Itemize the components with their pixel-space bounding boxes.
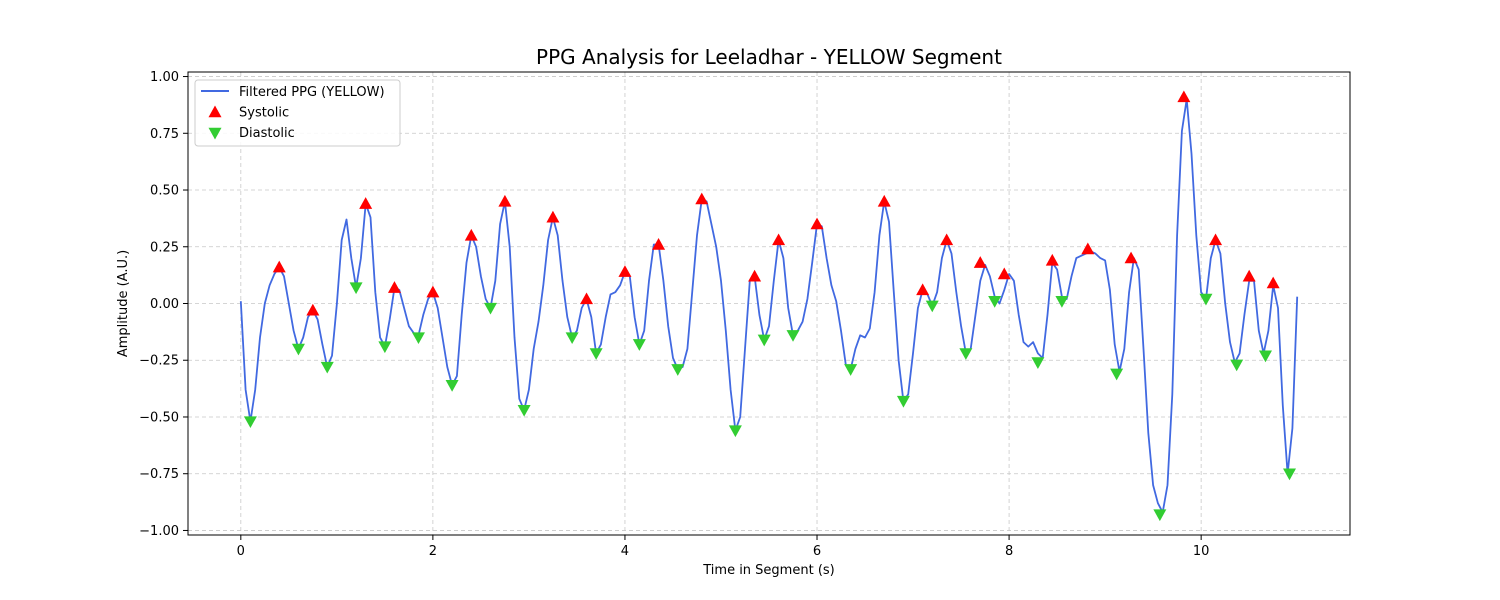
y-tick-label: 0.75 [150, 127, 179, 142]
systolic-point [498, 194, 512, 207]
systolic-point [618, 265, 632, 277]
x-tick-label: 4 [621, 544, 629, 559]
ppg-signal-line [239, 98, 1299, 514]
diastolic-point [671, 364, 685, 376]
diastolic-point [1282, 468, 1296, 481]
systolic-point [973, 256, 987, 268]
legend-label-filtered-ppg: Filtered PPG (YELLOW) [239, 85, 385, 100]
diastolic-point [291, 343, 305, 356]
systolic-point [877, 194, 891, 207]
systolic-point [1045, 253, 1059, 266]
systolic-point [1242, 269, 1256, 282]
systolic-point [810, 217, 824, 230]
chart-title: PPG Analysis for Leeladhar - YELLOW Segm… [536, 45, 1002, 69]
systolic-point [359, 197, 373, 209]
systolic-point [546, 210, 560, 223]
systolic-point [464, 228, 478, 241]
x-axis-label: Time in Segment (s) [702, 563, 834, 578]
y-tick-label: −0.75 [139, 467, 179, 482]
y-tick-label: −0.25 [139, 354, 179, 369]
diastolic-point [1199, 293, 1213, 306]
plot-area [239, 90, 1299, 522]
diastolic-point [411, 332, 425, 345]
diastolic-point [565, 332, 579, 345]
diastolic-point [757, 334, 771, 347]
diastolic-point [959, 348, 973, 360]
systolic-point [306, 303, 320, 316]
systolic-point [916, 283, 930, 296]
systolic-point [272, 260, 286, 273]
systolic-point [1266, 276, 1280, 289]
diastolic-point [896, 395, 910, 408]
legend: Filtered PPG (YELLOW) Systolic Diastolic [194, 79, 401, 147]
legend-box [194, 79, 401, 147]
diastolic-point [1110, 368, 1124, 381]
diastolic-point [786, 330, 800, 342]
systolic-point [997, 267, 1011, 280]
diastolic-point [484, 302, 498, 315]
y-tick-label: −0.50 [139, 410, 179, 425]
systolic-point [695, 192, 709, 205]
legend-label-diastolic: Diastolic [239, 126, 295, 141]
x-tick-label: 10 [1193, 544, 1210, 559]
y-tick-label: −1.00 [139, 524, 179, 539]
grid [188, 72, 1350, 535]
y-tick-label: 0.50 [150, 184, 179, 199]
x-tick-label: 6 [813, 544, 821, 559]
diastolic-point [1055, 296, 1069, 308]
systolic-point [580, 292, 594, 305]
diastolic-point [320, 361, 334, 374]
diastolic-point [925, 300, 939, 313]
diastolic-point [728, 425, 742, 438]
systolic-point [652, 237, 666, 250]
systolic-point [1124, 251, 1138, 264]
systolic-point [748, 269, 762, 282]
y-axis-label: Amplitude (A.U.) [116, 250, 131, 357]
systolic-point [1081, 242, 1095, 255]
diastolic-point [445, 380, 459, 392]
diastolic-point [349, 282, 363, 295]
y-tick-label: 1.00 [150, 70, 179, 85]
diastolic-point [378, 341, 392, 354]
y-tick-label: 0.25 [150, 240, 179, 255]
systolic-point [1209, 233, 1223, 246]
x-tick-label: 0 [237, 544, 245, 559]
diastolic-point [1230, 359, 1244, 372]
diastolic-point [632, 339, 646, 351]
diastolic-point [1258, 350, 1272, 363]
systolic-point [1177, 90, 1191, 103]
diastolic-point [243, 416, 257, 429]
systolic-point [387, 281, 401, 293]
y-tick-label: 0.00 [150, 297, 179, 312]
diastolic-point [1031, 357, 1045, 370]
systolic-point [772, 233, 786, 246]
diastolic-point [517, 404, 531, 417]
axis-ticks: 0 2 4 6 8 10 −1.00 −0.75 −0.50 −0.25 0.00 0.25 0.50 0… [139, 70, 1209, 559]
legend-systolic-marker-icon [208, 105, 222, 118]
systolic-point [940, 233, 954, 246]
diastolic-point [1153, 509, 1167, 522]
diastolic-point [844, 364, 858, 376]
systolic-point [426, 285, 440, 298]
x-tick-label: 8 [1005, 544, 1013, 559]
legend-diastolic-marker-icon [208, 127, 222, 140]
diastolic-point [589, 348, 603, 360]
legend-label-systolic: Systolic [239, 106, 289, 121]
x-tick-label: 2 [429, 544, 437, 559]
diastolic-point [988, 296, 1002, 308]
